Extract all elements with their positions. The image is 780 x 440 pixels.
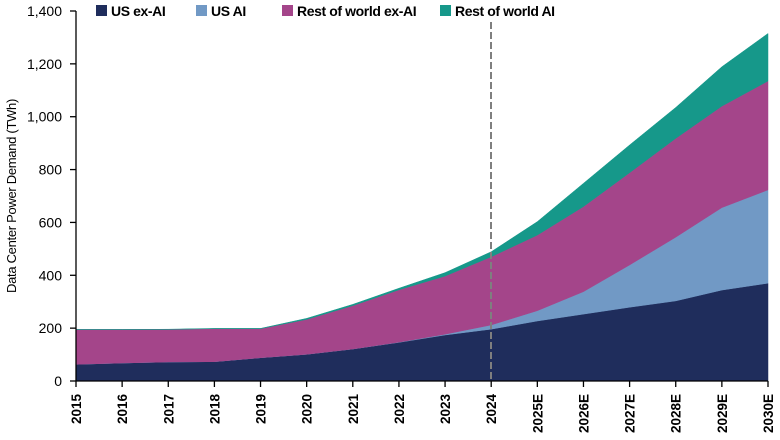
y-tick-label: 400 <box>39 267 63 283</box>
legend-label: US ex-AI <box>111 3 165 19</box>
legend: US ex-AI US AI Rest of world ex-AI Rest of … <box>96 3 555 19</box>
legend-label: US AI <box>211 3 246 19</box>
x-tick-label: 2019 <box>254 394 269 424</box>
legend-swatch <box>196 5 207 16</box>
x-tick-label: 2020 <box>300 394 315 424</box>
x-tick-label: 2029E <box>715 394 730 433</box>
x-tick-label: 2023 <box>438 394 453 425</box>
plot-areas <box>75 32 769 382</box>
y-axis-title: Data Center Power Demand (TWh) <box>4 99 19 293</box>
x-axis-ticks: 2015 2016 2017 2018 2019 2020 2021 2022 2023 2024… <box>69 381 776 433</box>
x-tick-label: 2021 <box>346 394 361 425</box>
y-tick-label: 600 <box>39 214 63 230</box>
y-tick-label: 800 <box>39 162 63 178</box>
x-tick-label: 2024 <box>484 394 499 425</box>
x-tick-label: 2016 <box>115 394 130 425</box>
legend-label: Rest of world ex-AI <box>297 3 416 19</box>
x-tick-label: 2015 <box>69 394 84 425</box>
area-rest-of-world-ai <box>76 32 769 330</box>
y-axis-ticks: 0 200 400 600 800 1,000 1,200 1,400 <box>27 3 76 389</box>
legend-swatch <box>96 5 107 16</box>
legend-swatch <box>282 5 293 16</box>
y-tick-label: 0 <box>54 373 62 389</box>
x-tick-label: 2018 <box>207 394 222 425</box>
x-tick-label: 2026E <box>576 394 591 433</box>
x-tick-label: 2025E <box>530 394 545 433</box>
x-tick-label: 2017 <box>161 394 176 424</box>
y-tick-label: 1,400 <box>27 3 62 19</box>
y-tick-label: 1,200 <box>27 56 62 72</box>
legend-label: Rest of world AI <box>455 3 555 19</box>
x-tick-label: 2030E <box>761 394 776 433</box>
y-tick-label: 1,000 <box>27 109 62 125</box>
legend-swatch <box>440 5 451 16</box>
y-tick-label: 200 <box>39 320 63 336</box>
x-tick-label: 2022 <box>392 394 407 424</box>
x-tick-label: 2027E <box>623 394 638 433</box>
x-tick-label: 2028E <box>669 394 684 433</box>
axes <box>75 11 768 382</box>
